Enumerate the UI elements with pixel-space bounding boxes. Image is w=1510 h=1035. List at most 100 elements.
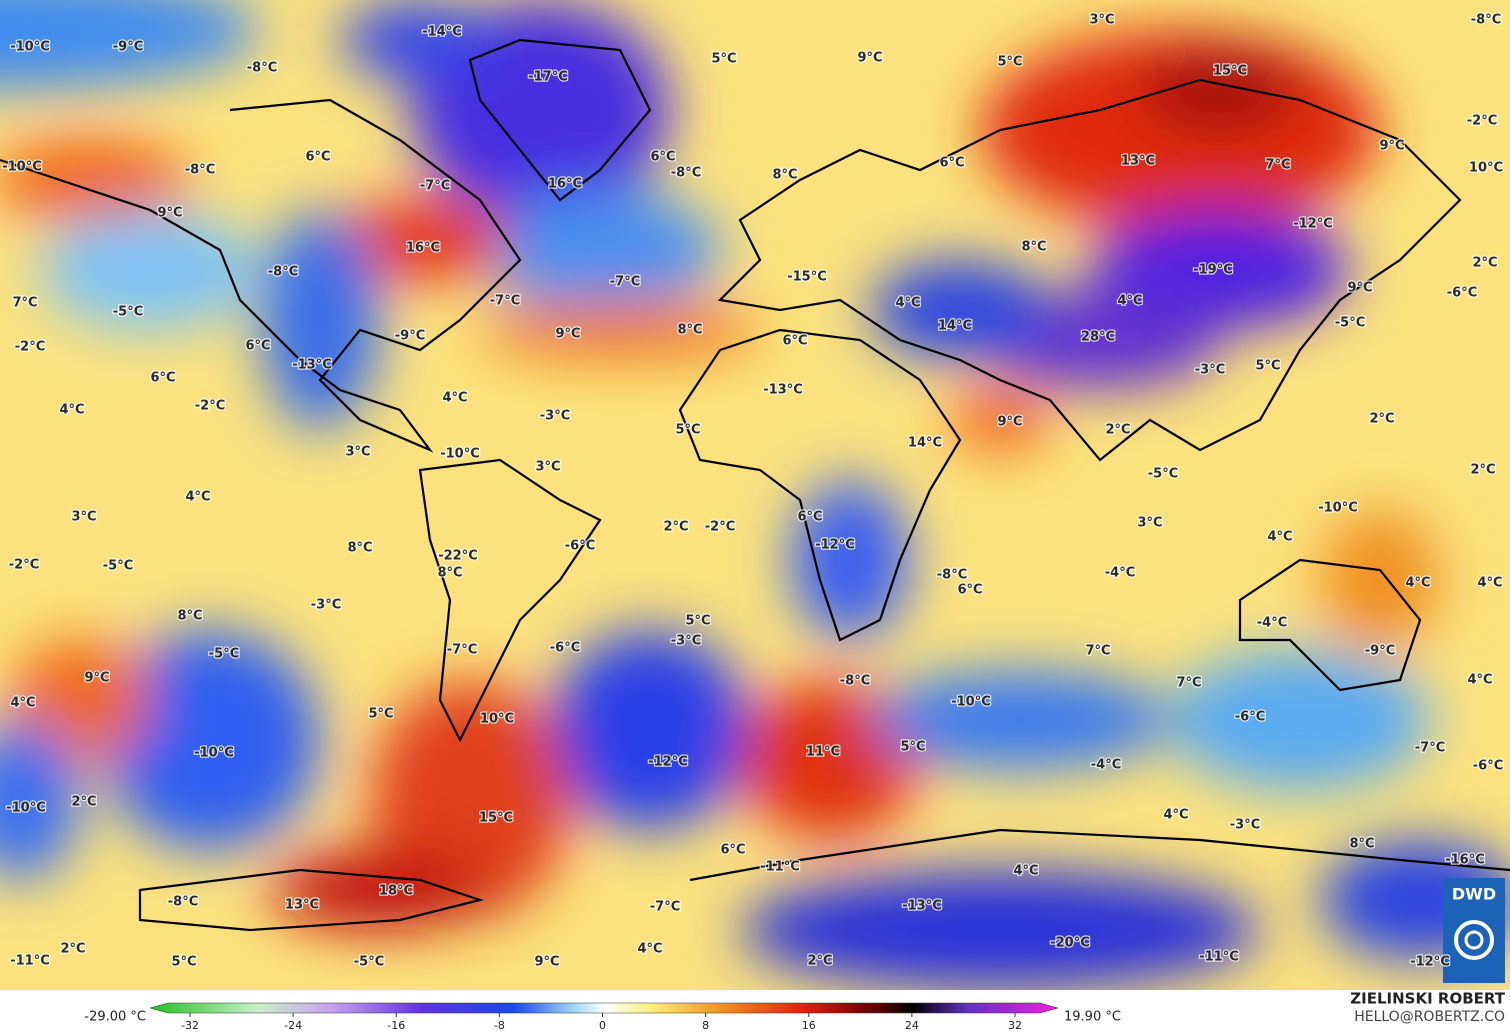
temperature-label: -8°C xyxy=(247,61,277,76)
temperature-label: 6°C xyxy=(939,156,964,171)
temperature-label: -17°C xyxy=(528,70,568,85)
temperature-label: 5°C xyxy=(171,955,196,970)
temperature-label: -6°C xyxy=(565,539,595,554)
temperature-label: 7°C xyxy=(1085,644,1110,659)
temperature-label: -2°C xyxy=(1467,114,1497,129)
temperature-label: 9°C xyxy=(1379,139,1404,154)
temperature-label: -2°C xyxy=(705,520,735,535)
temperature-label: 4°C xyxy=(1267,530,1292,545)
temperature-label: 5°C xyxy=(685,614,710,629)
temperature-label: -3°C xyxy=(671,634,701,649)
temperature-label: -7°C xyxy=(447,643,477,658)
temperature-label: 5°C xyxy=(900,740,925,755)
temperature-label: -5°C xyxy=(1335,316,1365,331)
temperature-label: -2°C xyxy=(15,340,45,355)
temperature-label: -7°C xyxy=(490,294,520,309)
temperature-label: 9°C xyxy=(857,51,882,66)
temperature-label: -8°C xyxy=(185,163,215,178)
temperature-label: -10°C xyxy=(951,695,991,710)
temperature-label: -6°C xyxy=(1447,286,1477,301)
colorbar-tick-label: 16 xyxy=(802,1019,816,1032)
temperature-label: 7°C xyxy=(1265,158,1290,173)
temperature-label: 5°C xyxy=(368,707,393,722)
temperature-label: 6°C xyxy=(650,150,675,165)
temperature-label: 16°C xyxy=(406,241,440,256)
temperature-label: 4°C xyxy=(10,696,35,711)
temperature-label: 10°C xyxy=(1469,161,1503,176)
temperature-label: -6°C xyxy=(1473,759,1503,774)
temperature-label: -9°C xyxy=(113,40,143,55)
temperature-label: -22°C xyxy=(438,549,478,564)
temperature-label: -3°C xyxy=(540,409,570,424)
temperature-label: 2°C xyxy=(1472,256,1497,271)
logo-box: DWD xyxy=(1443,878,1505,983)
temperature-label: -12°C xyxy=(648,755,688,770)
temperature-label: -7°C xyxy=(1415,741,1445,756)
temperature-label: -15°C xyxy=(787,270,827,285)
temperature-label: -9°C xyxy=(395,329,425,344)
colorbar-tick-label: -24 xyxy=(284,1019,302,1032)
colorbar-tick-label: -16 xyxy=(387,1019,405,1032)
temperature-label: -3°C xyxy=(1230,818,1260,833)
temperature-label: -11°C xyxy=(760,860,800,875)
temperature-label: 4°C xyxy=(59,403,84,418)
temperature-label: 4°C xyxy=(1477,576,1502,591)
temperature-label: -3°C xyxy=(311,598,341,613)
temperature-map: DWD -10°C -9°C -14°C -17°C 5°C 3°C -8°C 9°C 5°C 1… xyxy=(0,0,1510,990)
temperature-label: -16°C xyxy=(1445,853,1485,868)
temperature-label: 9°C xyxy=(534,955,559,970)
contact: HELLO@ROBERTZ.CO xyxy=(1354,1009,1505,1025)
temperature-label: 4°C xyxy=(442,391,467,406)
temperature-label: -10°C xyxy=(2,160,42,175)
temperature-label: 9°C xyxy=(84,671,109,686)
temperature-label: 4°C xyxy=(1467,673,1492,688)
temperature-label: 3°C xyxy=(535,460,560,475)
temperature-label: -5°C xyxy=(209,647,239,662)
temperature-label: -5°C xyxy=(113,305,143,320)
temperature-label: 4°C xyxy=(1117,294,1142,309)
colorbar: -29.00 °C 19.90 °C ZIELINSKI ROBERT HELL… xyxy=(84,990,1505,1032)
colorbar-min: -29.00 °C xyxy=(84,1010,146,1025)
temperature-label: 2°C xyxy=(663,520,688,535)
temperature-label: 8°C xyxy=(1349,837,1374,852)
temperature-label: 13°C xyxy=(1121,154,1155,169)
temperature-label: 8°C xyxy=(437,566,462,581)
temperature-label: 2°C xyxy=(1369,412,1394,427)
temperature-label: 6°C xyxy=(245,339,270,354)
temperature-label: -8°C xyxy=(268,265,298,280)
temperature-label: 5°C xyxy=(675,423,700,438)
temperature-label: 18°C xyxy=(379,884,413,899)
coastlines xyxy=(0,38,1510,932)
temperature-label: 9°C xyxy=(997,415,1022,430)
temperature-label: -13°C xyxy=(902,899,942,914)
temperature-label: -5°C xyxy=(354,955,384,970)
temperature-label: -10°C xyxy=(6,801,46,816)
temperature-label: 7°C xyxy=(12,296,37,311)
temperature-label: -8°C xyxy=(937,568,967,583)
temperature-label: 6°C xyxy=(720,843,745,858)
temperature-label: 6°C xyxy=(150,371,175,386)
temperature-label: -8°C xyxy=(168,895,198,910)
temperature-label: -4°C xyxy=(1105,566,1135,581)
temperature-label: 8°C xyxy=(677,323,702,338)
colorbar-tick-label: 0 xyxy=(599,1019,606,1032)
temperature-label: 4°C xyxy=(1163,808,1188,823)
temperature-label: 10°C xyxy=(480,712,514,727)
temperature-label: 2°C xyxy=(1470,463,1495,478)
temperature-label: 4°C xyxy=(1405,576,1430,591)
temperature-label: -19°C xyxy=(1193,263,1233,278)
temperature-label: 3°C xyxy=(1137,516,1162,531)
temperature-label: -6°C xyxy=(1235,710,1265,725)
temperature-label: 3°C xyxy=(1089,13,1114,28)
temperature-label: 4°C xyxy=(637,942,662,957)
temperature-label: -4°C xyxy=(1091,758,1121,773)
temperature-label: -7°C xyxy=(650,900,680,915)
temperature-label: 8°C xyxy=(347,541,372,556)
temperature-label: -3°C xyxy=(1195,363,1225,378)
temperature-label: -10°C xyxy=(440,447,480,462)
temperature-label: -5°C xyxy=(1148,467,1178,482)
temperature-label: 4°C xyxy=(185,490,210,505)
temperature-label: 5°C xyxy=(711,52,736,67)
temperature-label: 14°C xyxy=(908,436,942,451)
